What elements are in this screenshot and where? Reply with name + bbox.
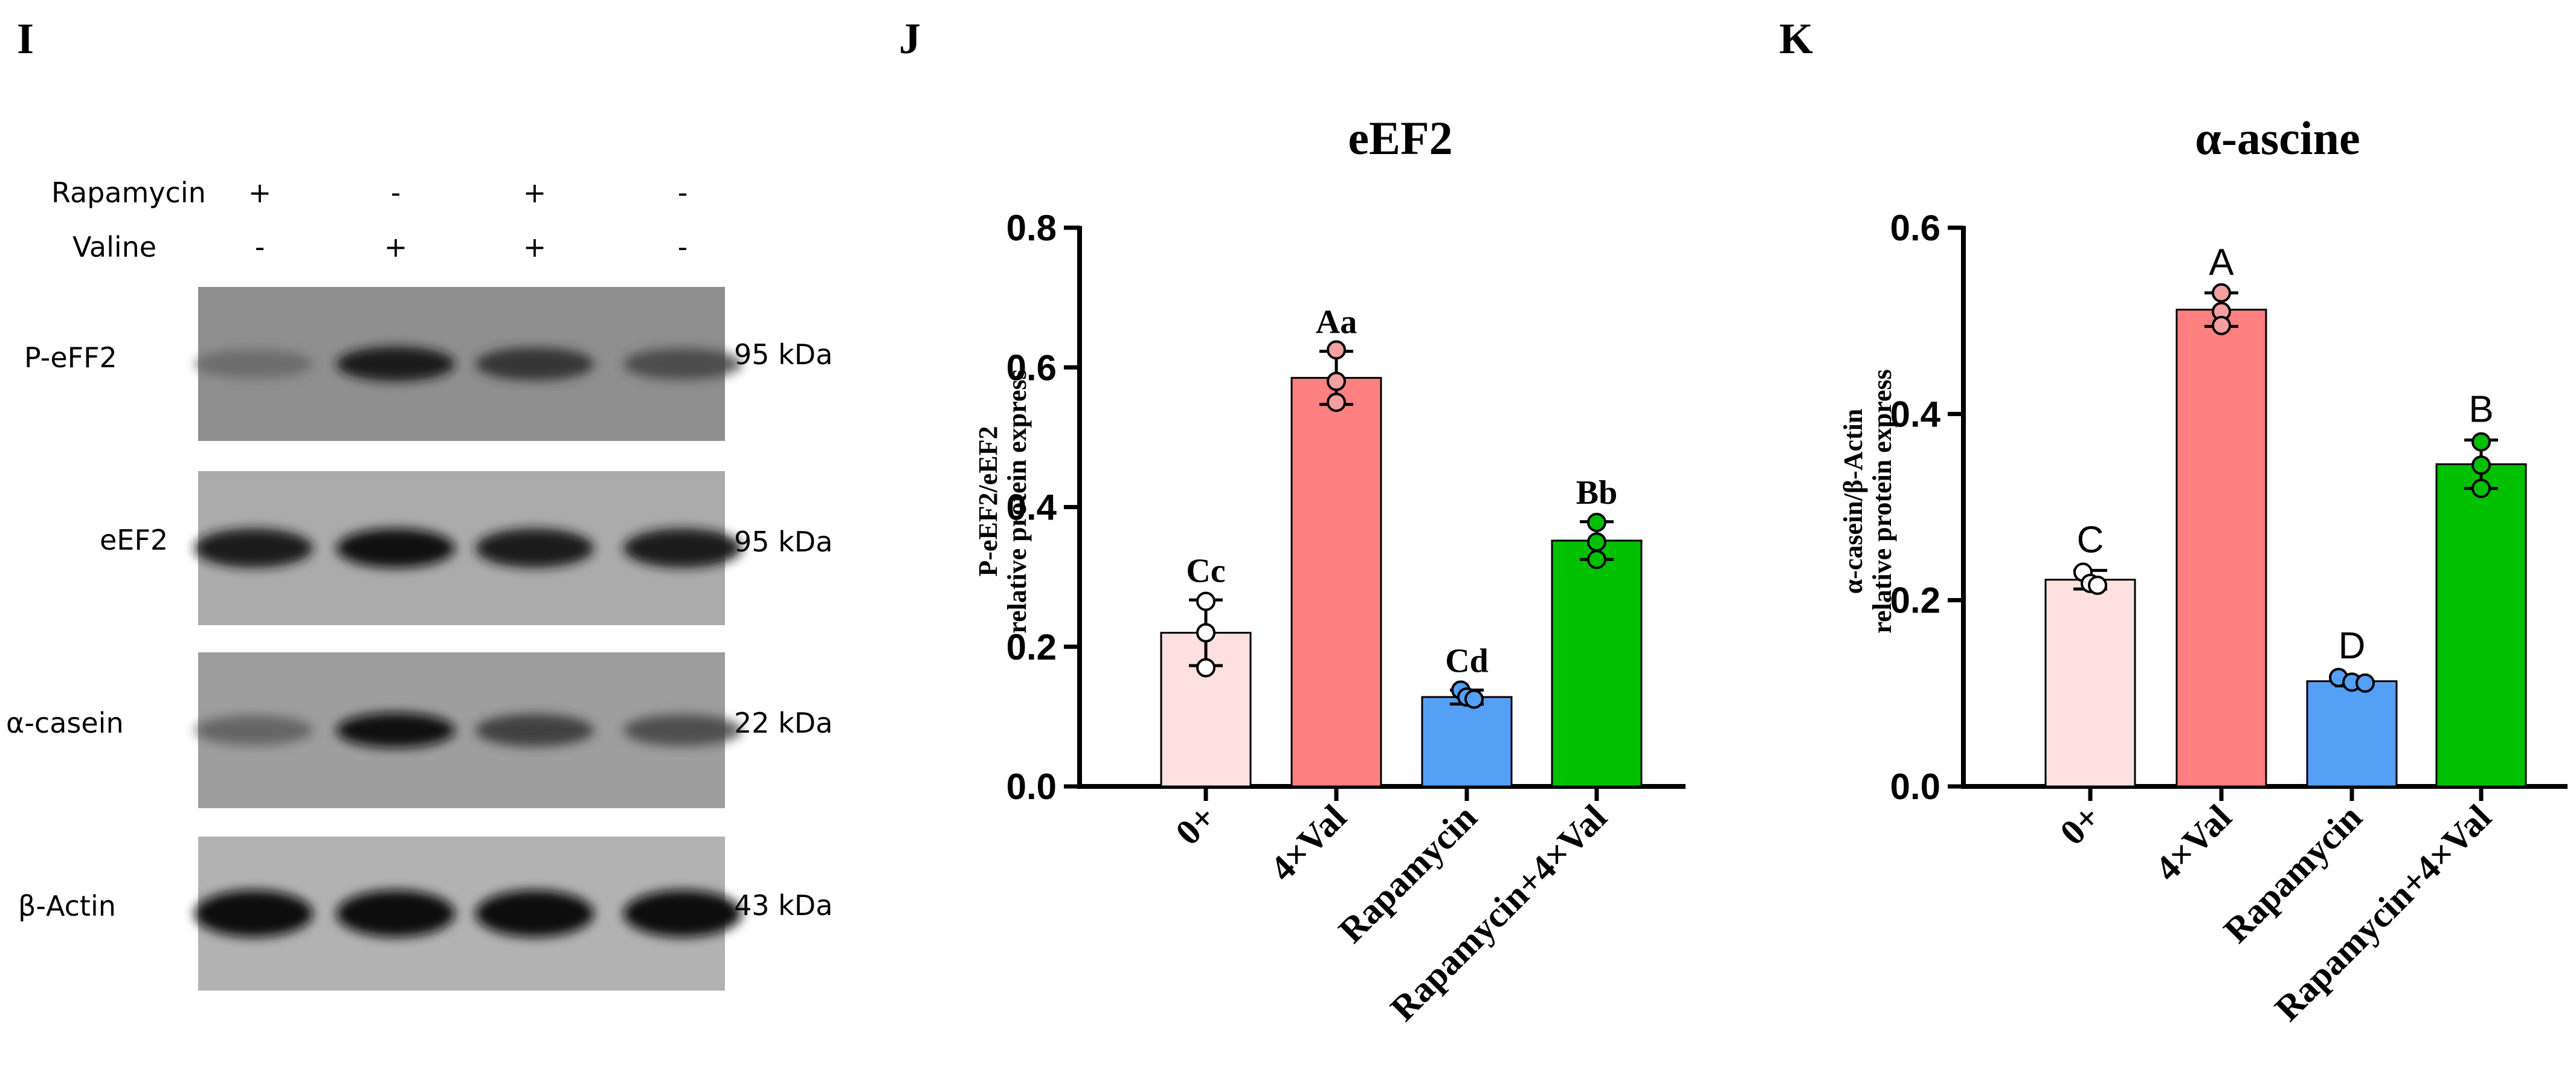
- blot-band: [623, 890, 742, 937]
- blot-band: [475, 529, 594, 568]
- x-category-label: 4×Val: [1262, 797, 1354, 889]
- kda-label-alpha-casein: 22 kDa: [734, 707, 832, 739]
- bar: [2435, 463, 2527, 788]
- treatment-sign: -: [391, 176, 401, 209]
- bar: [2175, 309, 2267, 788]
- y-axis-label: P-eEF2/eEF2relative protein express: [973, 369, 1032, 634]
- blot-band: [336, 528, 455, 568]
- blot-band: [336, 890, 455, 937]
- y-axis-label-line1: α-casein/β-Actin: [1838, 409, 1868, 594]
- treatment-label-rapamycin: Rapamycin: [51, 176, 206, 209]
- data-point: [1327, 393, 1346, 413]
- bar: [2044, 579, 2136, 788]
- y-tick-label: 0.2: [1890, 580, 1940, 621]
- blot-band: [623, 714, 742, 747]
- y-tick-label: 0.0: [1006, 766, 1057, 807]
- bar: [1551, 539, 1643, 788]
- y-axis-label: α-casein/β-Actinrelative protein express: [1838, 369, 1897, 634]
- treatment-sign: -: [678, 231, 688, 263]
- treatment-sign: +: [523, 231, 547, 263]
- x-category-label: 0+: [2052, 797, 2108, 853]
- blot-band: [623, 348, 742, 380]
- bar: [2306, 680, 2398, 788]
- blot-band: [195, 529, 313, 568]
- blot-label-p-eeff2: P-eFF2: [24, 341, 117, 374]
- treatment-sign: +: [384, 231, 408, 263]
- treatment-sign: +: [523, 176, 547, 209]
- treatment-sign: -: [678, 176, 688, 209]
- bar: [1290, 377, 1382, 788]
- blot-label-eef2: eEF2: [100, 524, 168, 556]
- chart-title: eEF2: [1348, 112, 1452, 164]
- y-tick-label: 0.0: [1890, 766, 1940, 807]
- data-point: [1196, 591, 1216, 611]
- blot-band: [475, 890, 594, 937]
- x-category-label: 4×Val: [2147, 797, 2239, 889]
- data-point: [2088, 576, 2107, 595]
- western-blot-panel: Rapamycin Valine + - + - - + + - P-eFF2 eEF2 α-…: [6, 176, 832, 991]
- chart-alpha-ascine: α-ascine α-casein/β-Actinrelative protein…: [1838, 112, 2568, 1029]
- x-category-label: 0+: [1168, 797, 1223, 853]
- treatment-label-valine: Valine: [72, 231, 156, 263]
- data-point: [1327, 371, 1346, 391]
- blot-band: [336, 346, 455, 382]
- data-point: [2471, 478, 2491, 498]
- y-tick-label: 0.8: [1006, 208, 1057, 248]
- y-tick-label: 0.4: [1890, 394, 1941, 434]
- significance-letter: Aa: [1316, 304, 1357, 341]
- y-axis-label-line2: relative protein express: [1002, 369, 1032, 634]
- significance-letter: D: [2339, 625, 2366, 667]
- x-category-label: Rapamycin+4×Val: [1383, 797, 1614, 1029]
- data-point: [2212, 283, 2231, 303]
- significance-letter: Bb: [1576, 474, 1618, 512]
- chart-title: α-ascine: [2195, 112, 2360, 164]
- blot-label-beta-actin: β-Actin: [18, 890, 116, 922]
- blot-label-alpha-casein: α-casein: [6, 707, 124, 739]
- blot-band: [475, 347, 594, 381]
- data-point: [2212, 315, 2231, 335]
- panel-letter-i: I: [17, 14, 34, 63]
- y-axis-label-line1: P-eEF2/eEF2: [973, 426, 1003, 576]
- blot-band: [195, 890, 313, 937]
- data-point: [1196, 623, 1216, 643]
- data-point: [1464, 689, 1484, 709]
- y-tick-label: 0.6: [1890, 208, 1940, 248]
- data-point: [1587, 512, 1606, 532]
- y-tick-label: 0.6: [1006, 347, 1057, 388]
- blot-band: [623, 529, 742, 568]
- treatment-sign: -: [255, 231, 265, 263]
- data-point: [2471, 432, 2491, 452]
- bar: [1421, 696, 1513, 788]
- data-point: [2471, 455, 2491, 475]
- kda-label-p-eeff2: 95 kDa: [734, 338, 832, 371]
- significance-letter: B: [2468, 389, 2493, 431]
- blot-band: [336, 713, 455, 748]
- data-point: [2355, 673, 2375, 693]
- treatment-sign: +: [248, 176, 272, 209]
- y-axis-label-line2: relative protein express: [1867, 369, 1897, 634]
- kda-label-eef2: 95 kDa: [734, 525, 832, 558]
- kda-label-beta-actin: 43 kDa: [734, 889, 832, 922]
- significance-letter: A: [2209, 242, 2234, 283]
- panel-letter-k: K: [1779, 14, 1813, 63]
- data-point: [1327, 340, 1346, 360]
- significance-letter: Cd: [1445, 642, 1489, 680]
- panel-letter-j: J: [899, 14, 921, 63]
- y-tick-label: 0.4: [1006, 487, 1057, 528]
- blot-band: [475, 713, 594, 747]
- data-point: [1587, 550, 1606, 570]
- data-point: [1196, 658, 1216, 678]
- x-category-label: Rapamycin+4×Val: [2267, 797, 2499, 1029]
- significance-letter: C: [2077, 519, 2104, 561]
- data-point: [1587, 532, 1606, 552]
- blot-band: [195, 349, 313, 379]
- blot-band: [195, 715, 313, 746]
- significance-letter: Cc: [1186, 552, 1225, 590]
- y-tick-label: 0.2: [1006, 627, 1057, 667]
